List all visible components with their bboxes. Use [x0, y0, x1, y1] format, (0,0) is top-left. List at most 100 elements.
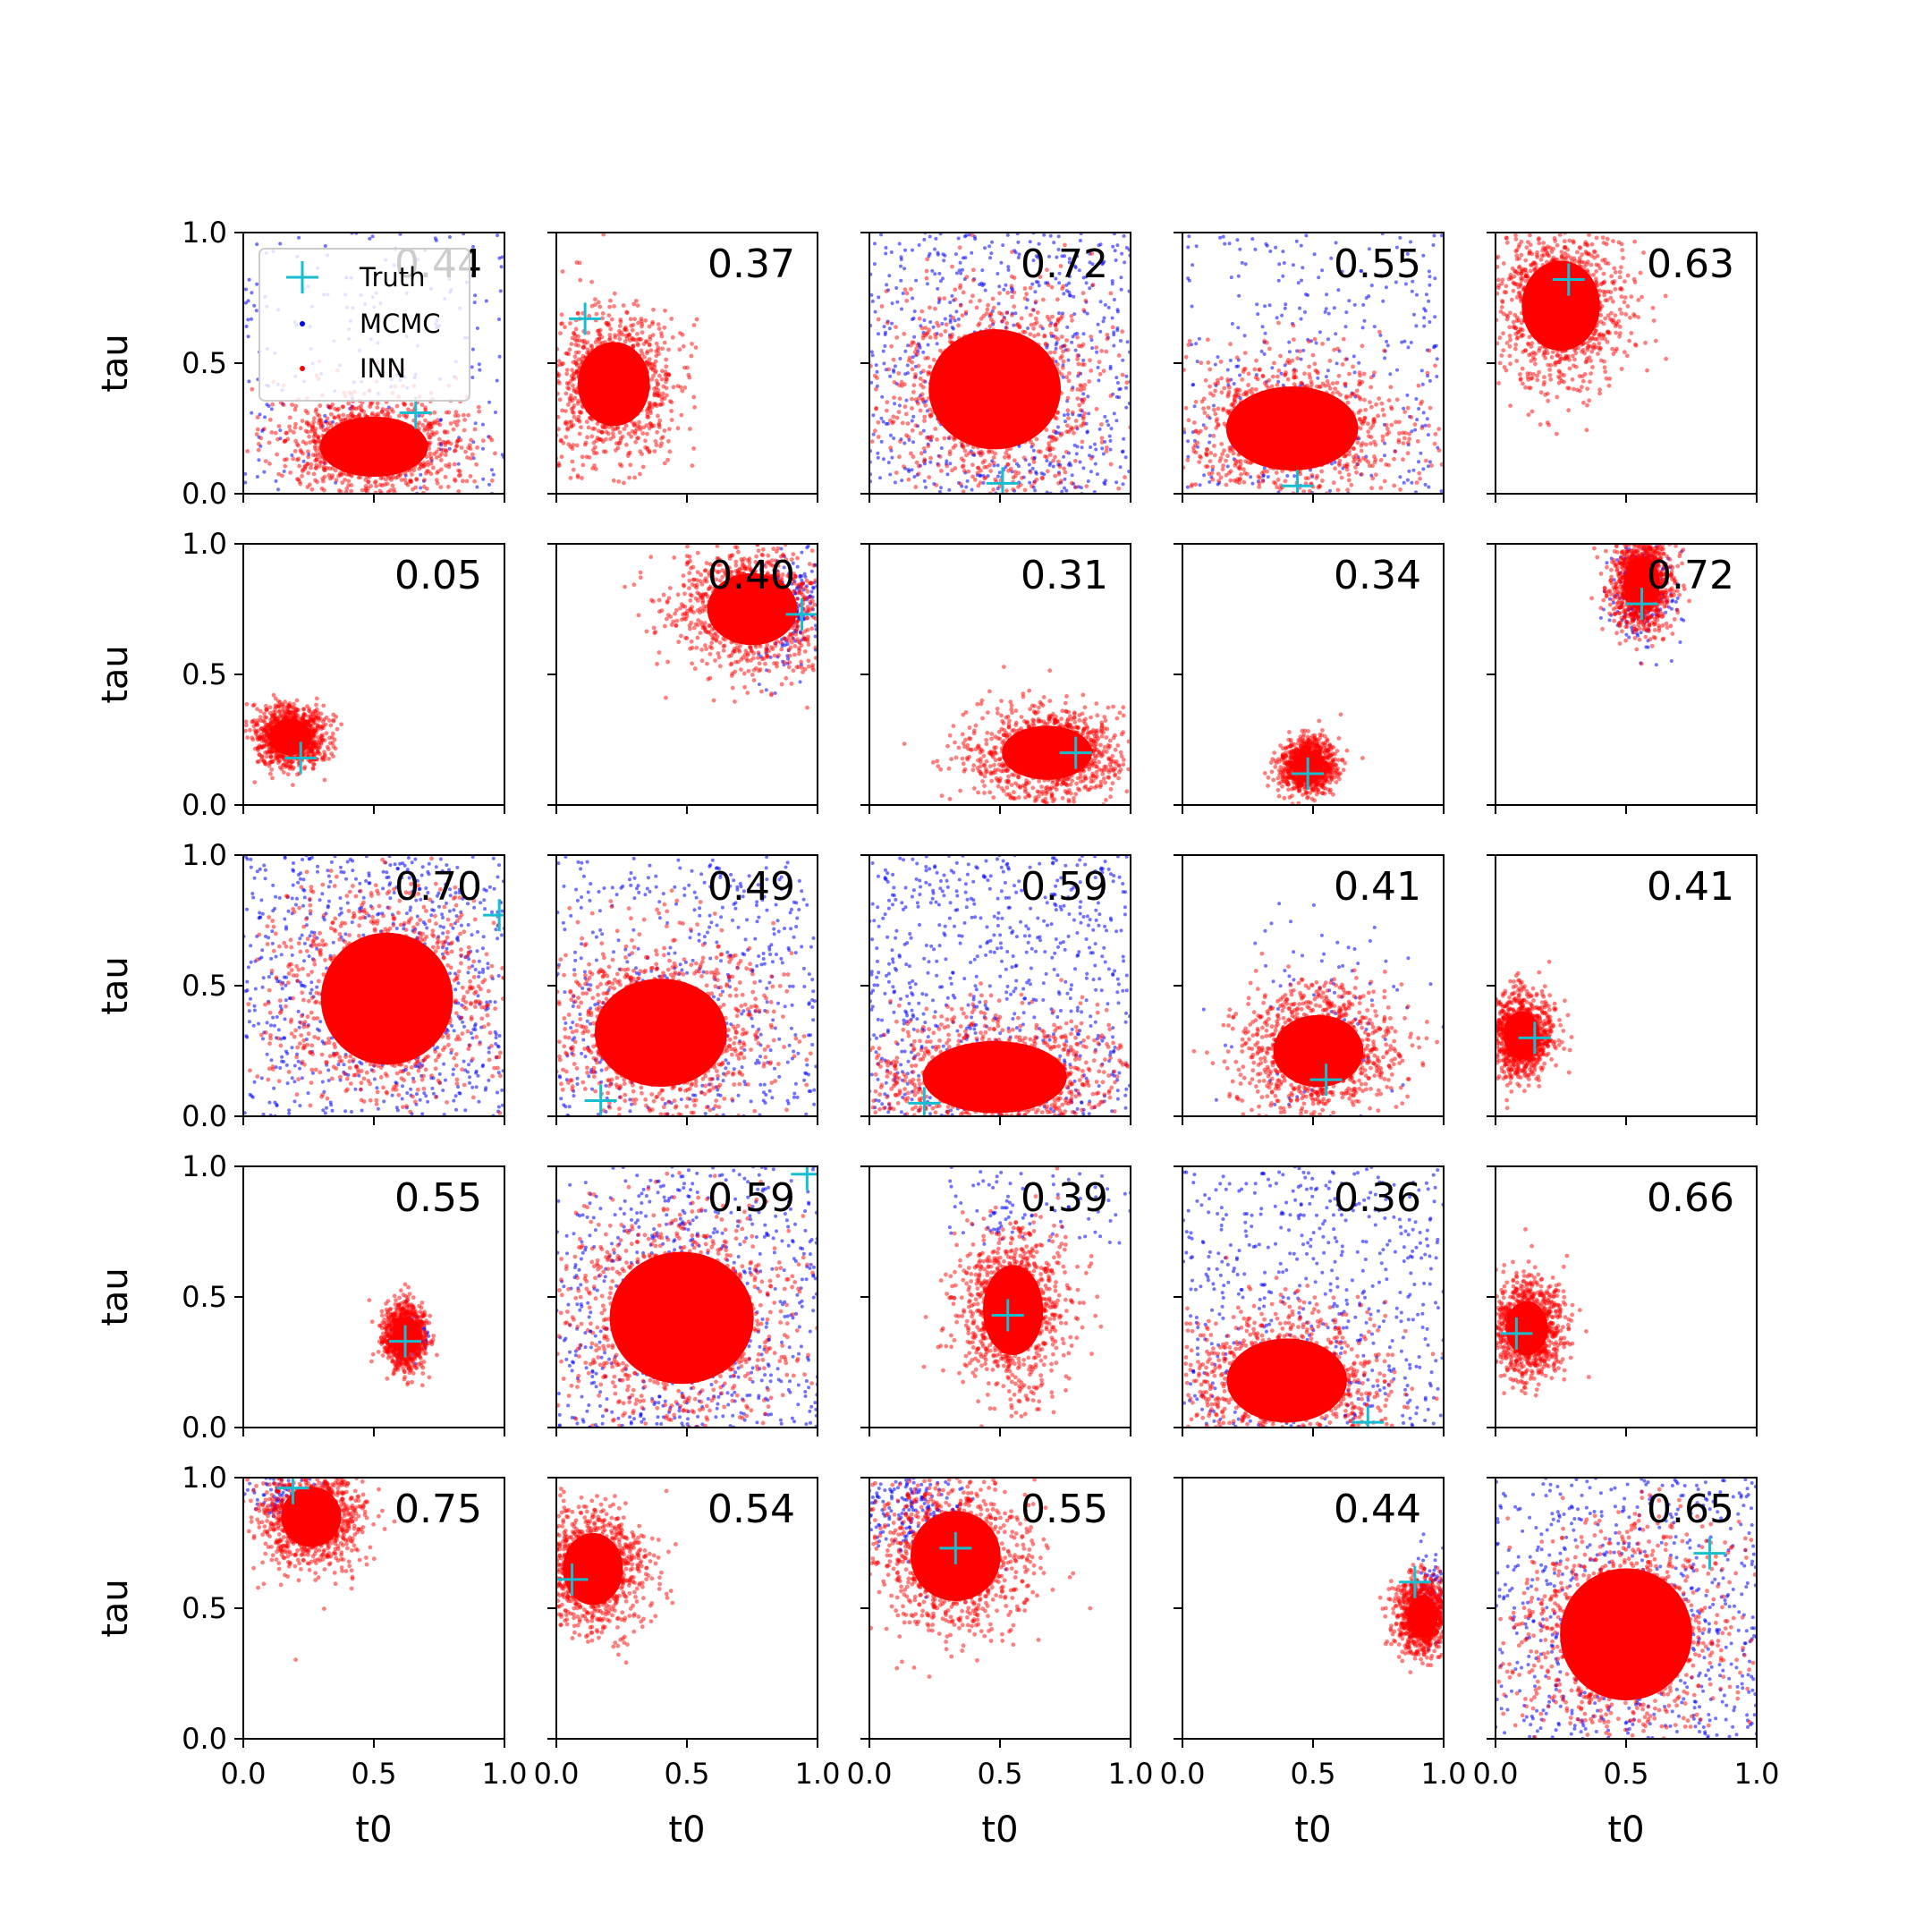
inn-point: [589, 279, 594, 284]
mcmc-point: [948, 320, 953, 325]
inn-point: [1333, 386, 1338, 391]
inn-point: [327, 420, 333, 426]
inn-point: [975, 470, 980, 476]
mcmc-point: [1262, 466, 1267, 470]
mcmc-point: [1190, 304, 1194, 309]
inn-point: [974, 305, 979, 310]
inn-point: [640, 452, 644, 457]
inn-point: [432, 410, 437, 415]
inn-point: [1393, 449, 1398, 454]
mcmc-point: [869, 350, 874, 354]
inn-point: [962, 448, 968, 453]
inn-point: [970, 233, 975, 238]
inn-point: [662, 461, 667, 466]
mcmc-point: [1115, 308, 1120, 312]
inn-point: [298, 426, 303, 431]
inn-point: [1030, 308, 1036, 312]
inn-point: [645, 351, 649, 356]
mcmc-point: [487, 400, 491, 404]
mcmc-point: [1326, 369, 1330, 373]
mcmc-point: [1424, 292, 1428, 297]
inn-point: [611, 478, 616, 483]
inn-point: [664, 357, 669, 362]
mcmc-point: [1291, 263, 1295, 267]
mcmc-point: [942, 258, 946, 263]
inn-point: [422, 478, 428, 482]
inn-point: [1097, 360, 1102, 365]
mcmc-point: [870, 353, 875, 358]
inn-point: [1225, 377, 1231, 382]
mcmc-point: [1268, 250, 1273, 253]
mcmc-point: [1263, 331, 1267, 335]
inn-point: [333, 468, 338, 473]
inn-point: [268, 417, 273, 422]
mcmc-point: [1326, 337, 1330, 342]
mcmc-point: [1080, 445, 1084, 450]
mcmc-point: [1296, 281, 1301, 285]
inn-point: [444, 448, 448, 453]
inn-point: [641, 342, 647, 346]
inn-point: [991, 305, 996, 310]
mcmc-point: [1031, 448, 1036, 453]
mcmc-point: [1340, 269, 1344, 274]
mcmc-point: [1086, 429, 1089, 434]
inn-point: [653, 370, 658, 375]
mcmc-point: [900, 307, 903, 311]
mcmc-point: [1108, 438, 1113, 443]
mcmc-point: [495, 378, 499, 383]
inn-point: [960, 313, 965, 318]
inn-point: [1048, 331, 1054, 336]
inn-point: [1344, 394, 1349, 399]
mcmc-point: [884, 421, 888, 426]
inn-point: [966, 469, 971, 474]
inn-point: [452, 462, 457, 467]
mcmc-point: [1405, 252, 1410, 256]
inn-point: [298, 448, 303, 453]
inn-point: [453, 413, 458, 419]
inn-point: [300, 473, 304, 479]
inn-point: [346, 401, 352, 406]
inn-point: [462, 428, 467, 433]
inn-point: [657, 421, 662, 427]
mcmc-point: [263, 415, 267, 419]
inn-point: [1105, 332, 1110, 337]
inn-point: [631, 322, 636, 327]
mcmc-point: [1238, 373, 1242, 377]
mcmc-point: [901, 292, 905, 295]
inn-point: [961, 489, 966, 494]
inn-point: [1043, 453, 1047, 459]
inn-point: [305, 429, 310, 435]
mcmc-point: [899, 278, 903, 283]
inn-point: [962, 469, 967, 473]
inn-point: [466, 412, 470, 418]
mcmc-point: [1236, 326, 1241, 330]
inn-point: [326, 472, 332, 478]
mcmc-point: [269, 407, 274, 411]
inn-point: [1382, 348, 1386, 353]
inn-point: [434, 450, 439, 454]
inn-point: [602, 425, 607, 430]
mcmc-point: [1282, 261, 1286, 265]
inn-point: [1183, 405, 1189, 411]
inn-point: [928, 455, 933, 461]
inn-point: [1425, 370, 1430, 376]
inn-point: [1038, 275, 1043, 279]
inn-point: [311, 419, 317, 425]
inn-point: [648, 402, 653, 407]
inn-point: [1053, 454, 1057, 460]
mcmc-point: [258, 412, 262, 417]
mcmc-point: [943, 253, 947, 258]
inn-point: [1123, 475, 1127, 479]
inn-point: [343, 478, 347, 482]
inn-point: [902, 287, 908, 292]
inn-point: [1066, 416, 1071, 420]
mcmc-point: [1411, 279, 1415, 284]
mcmc-point: [910, 468, 914, 472]
inn-point: [628, 462, 633, 468]
inn-point: [921, 446, 927, 451]
inn-point: [648, 366, 654, 370]
inn-point: [612, 291, 617, 296]
inn-point: [1224, 472, 1229, 478]
mcmc-point: [1280, 313, 1284, 318]
inn-point: [1081, 414, 1086, 419]
